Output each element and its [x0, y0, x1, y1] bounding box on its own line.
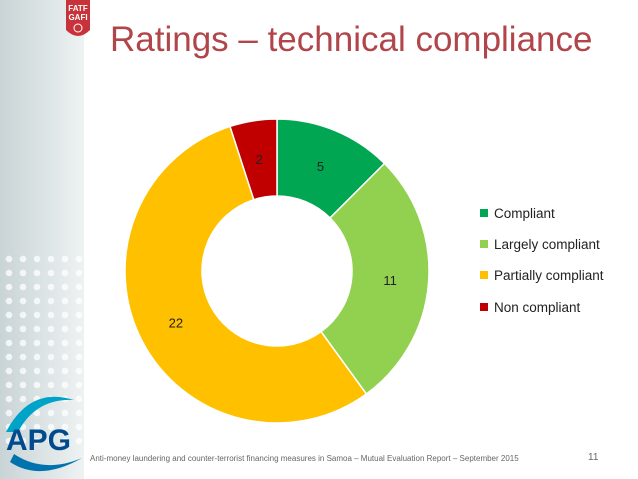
- slice-partially-compliant: [124, 125, 368, 424]
- legend-swatch-compliant: [480, 209, 488, 217]
- slide-title: Ratings – technical compliance: [110, 20, 593, 59]
- legend-item-non-compliant: Non compliant: [480, 299, 580, 315]
- fatf-gafi-logo: FATF GAFI: [66, 0, 90, 36]
- chart-slices: [124, 118, 430, 424]
- data-label-largely-compliant: 11: [383, 273, 397, 288]
- dot-pattern: [0, 250, 84, 450]
- legend-swatch-non-compliant: [480, 303, 488, 311]
- legend-label-largely-compliant: Largely compliant: [494, 236, 600, 252]
- legend-item-compliant: Compliant: [480, 205, 555, 221]
- legend-label-compliant: Compliant: [494, 205, 555, 221]
- legend-swatch-largely-compliant: [480, 240, 488, 248]
- gafi-logo-text: GAFI: [68, 13, 87, 22]
- fatf-logo-text: FATF: [68, 4, 88, 13]
- page-number: 11: [588, 452, 599, 463]
- data-label-partially-compliant: 22: [169, 316, 183, 331]
- legend-item-partially-compliant: Partially compliant: [480, 267, 604, 283]
- data-label-compliant: 5: [317, 159, 324, 174]
- legend-label-partially-compliant: Partially compliant: [494, 267, 604, 283]
- legend-item-largely-compliant: Largely compliant: [480, 236, 600, 252]
- legend-swatch-partially-compliant: [480, 271, 488, 279]
- legend-label-non-compliant: Non compliant: [494, 299, 581, 315]
- apg-logo: APG: [6, 396, 82, 472]
- data-label-non-compliant: 2: [256, 152, 263, 167]
- apg-logo-text: APG: [6, 424, 71, 457]
- slice-largely-compliant: [320, 162, 430, 396]
- footer-text: Anti-money laundering and counter-terror…: [90, 454, 519, 463]
- slice-non-compliant: [229, 118, 278, 201]
